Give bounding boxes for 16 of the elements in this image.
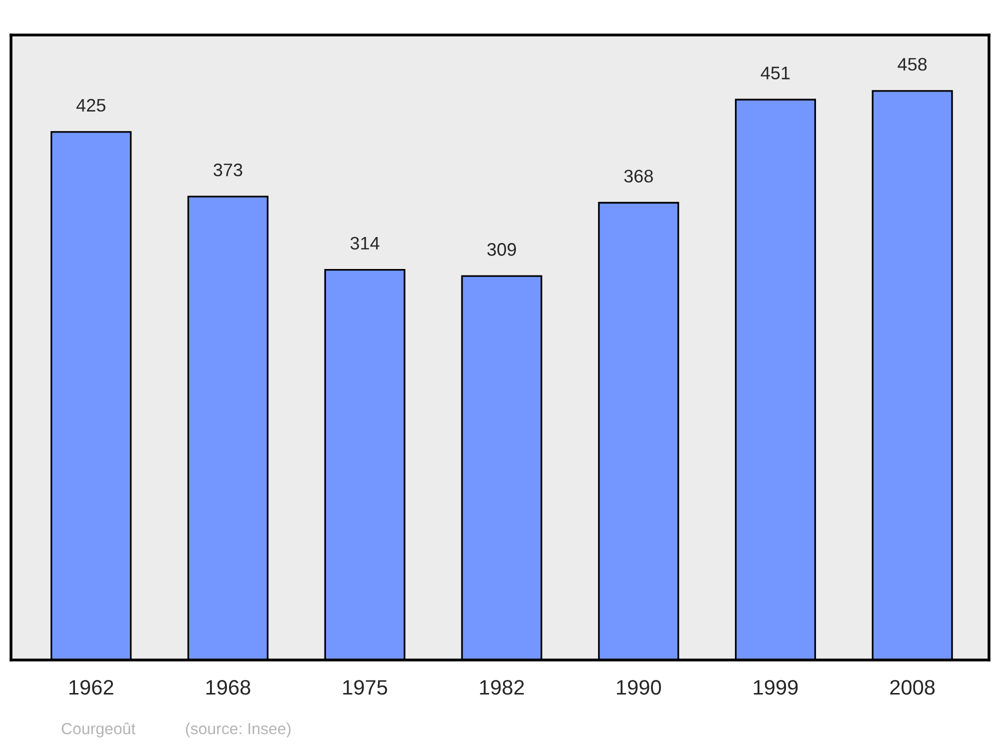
x-tick-label: 1982 (480, 680, 524, 695)
data-label: 458 (898, 58, 927, 71)
data-label: 373 (214, 164, 242, 176)
data-label: 368 (624, 170, 653, 183)
data-label: 314 (350, 236, 380, 250)
x-tick-label: 1999 (754, 680, 798, 695)
data-label: 451 (760, 66, 790, 80)
x-tick-label: 2008 (890, 680, 935, 695)
text: (source: Insee) (186, 722, 291, 738)
data-label: 309 (487, 243, 516, 256)
text: Courgeoût (62, 722, 136, 738)
x-tick-label: 1968 (206, 680, 250, 695)
x-tick-label: 1975 (343, 680, 388, 695)
x-tick-label: 1990 (617, 680, 661, 695)
data-label: 425 (76, 98, 106, 112)
x-tick-label: 1962 (69, 680, 114, 695)
